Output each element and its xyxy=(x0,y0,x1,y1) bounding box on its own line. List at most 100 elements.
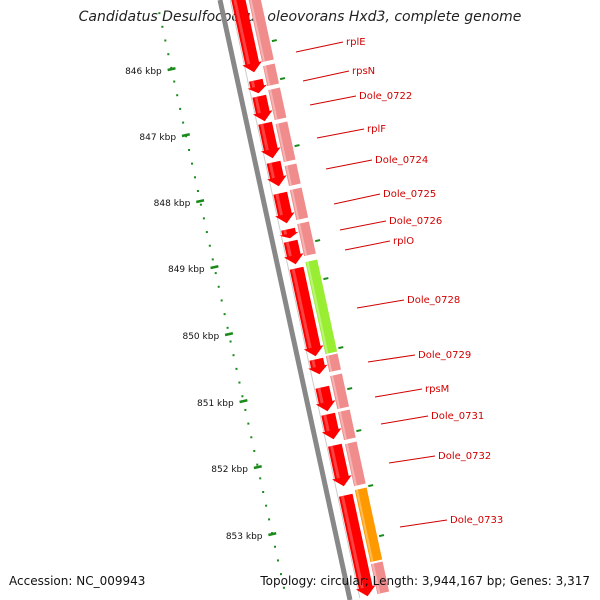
feature-shine xyxy=(345,443,357,486)
ruler-label: 849 kbp xyxy=(168,265,205,275)
ruler-dot xyxy=(173,80,176,83)
track-tick xyxy=(315,239,321,243)
track-tick xyxy=(323,277,329,281)
gene-labels: rplE rpsN Dole_0722 rplF Dole_0724 Dole_0725 D… xyxy=(295,37,503,528)
cds-highlight xyxy=(330,445,340,479)
feature-shine xyxy=(371,563,381,594)
ruler-dot xyxy=(265,504,268,507)
backbone-line xyxy=(217,0,353,600)
gene-label: Dole_0729 xyxy=(418,350,471,361)
ruler-dot xyxy=(262,491,265,494)
cds-highlight xyxy=(233,0,251,65)
genome-summary-text: Topology: circular; Length: 3,944,167 bp… xyxy=(260,574,590,588)
ruler-dot xyxy=(226,326,229,329)
ruler-dot xyxy=(211,258,214,261)
ruler-label: 847 kbp xyxy=(139,133,176,143)
feature-block xyxy=(263,63,279,87)
ruler-dot xyxy=(217,285,220,288)
cds-highlight xyxy=(285,241,292,257)
feature-block xyxy=(325,353,341,373)
feature-block xyxy=(305,259,338,355)
ruler-dot xyxy=(247,422,250,425)
gene-leader-line xyxy=(325,159,373,170)
feature-shine xyxy=(338,411,347,440)
ruler-tick xyxy=(224,332,234,337)
ruler-dot xyxy=(158,12,161,15)
ruler-dot xyxy=(244,408,247,411)
feature-shine xyxy=(263,65,271,86)
gene-label: rpsM xyxy=(425,384,449,395)
cds-arrow xyxy=(279,227,299,239)
ruler-dot xyxy=(232,354,235,357)
ruler-dot xyxy=(220,299,223,302)
ruler-label: 853 kbp xyxy=(226,532,263,542)
cds-highlight xyxy=(283,229,288,235)
track-tick xyxy=(294,144,300,148)
ruler-label: 850 kbp xyxy=(182,332,219,342)
feature-block xyxy=(284,163,301,187)
feature-shine xyxy=(285,165,292,186)
ruler-dot xyxy=(268,518,271,521)
feature-tracks xyxy=(231,0,390,597)
gene-label: rplE xyxy=(346,37,366,48)
ruler-dot xyxy=(208,244,211,247)
cds-highlight xyxy=(275,193,283,216)
gene-leader-line xyxy=(295,41,344,53)
ruler-dot xyxy=(256,463,259,466)
feature-block xyxy=(275,121,296,163)
feature-shine xyxy=(269,89,278,120)
gene-label: Dole_0725 xyxy=(383,189,436,200)
feature-shine xyxy=(331,375,341,409)
ruler-dot xyxy=(199,203,202,206)
track-tick xyxy=(338,346,344,350)
ruler-dot xyxy=(229,340,232,343)
kbp-ruler: 846 kbp 847 kbp 848 kbp 849 kbp 850 kbp 851 k… xyxy=(125,12,285,589)
genome-backbone xyxy=(217,0,361,600)
ruler-dot xyxy=(196,190,199,193)
ruler-label: 852 kbp xyxy=(211,465,248,475)
ruler-label: 848 kbp xyxy=(154,199,191,209)
gene-leader-line xyxy=(399,519,448,528)
gene-leader-line xyxy=(316,128,365,139)
cds-highlight xyxy=(340,495,364,589)
ruler-label: 851 kbp xyxy=(197,399,234,409)
feature-shine xyxy=(355,489,374,562)
gene-leader-line xyxy=(374,388,423,398)
ruler-dot xyxy=(214,272,217,275)
gene-label: Dole_0722 xyxy=(359,91,412,102)
gene-label: Dole_0726 xyxy=(389,216,442,227)
ruler-dot xyxy=(179,107,182,110)
ruler-dot xyxy=(279,573,282,576)
gene-leader-line xyxy=(367,354,416,363)
feature-shine xyxy=(249,0,265,62)
track-tick xyxy=(378,534,385,538)
gene-leader-line xyxy=(333,193,381,205)
track-tick xyxy=(271,39,277,43)
cds-highlight xyxy=(291,268,312,349)
ruler-dot xyxy=(164,39,167,42)
ruler-dot xyxy=(205,231,208,234)
ruler-tick xyxy=(239,399,248,404)
feature-block xyxy=(289,187,309,221)
cds-highlight xyxy=(250,80,256,88)
cds-highlight xyxy=(317,387,324,404)
ruler-tick xyxy=(268,532,277,537)
gene-leader-line xyxy=(309,95,357,106)
feature-shine xyxy=(298,223,308,256)
ruler-dot xyxy=(241,395,244,398)
feature-block xyxy=(337,409,356,441)
ruler-dot xyxy=(176,94,179,97)
feature-block xyxy=(330,373,349,410)
ruler-tick xyxy=(181,133,191,138)
ruler-dot xyxy=(282,586,285,589)
cds-highlight xyxy=(311,359,316,368)
ruler-dot xyxy=(193,176,196,179)
ruler-tick xyxy=(253,465,262,470)
ruler-dot xyxy=(170,66,173,69)
ruler-label: 846 kbp xyxy=(125,67,162,77)
gene-label: rplO xyxy=(393,236,414,247)
ruler-tick xyxy=(195,199,205,204)
feature-block xyxy=(297,221,316,257)
gene-label: Dole_0732 xyxy=(438,451,491,462)
